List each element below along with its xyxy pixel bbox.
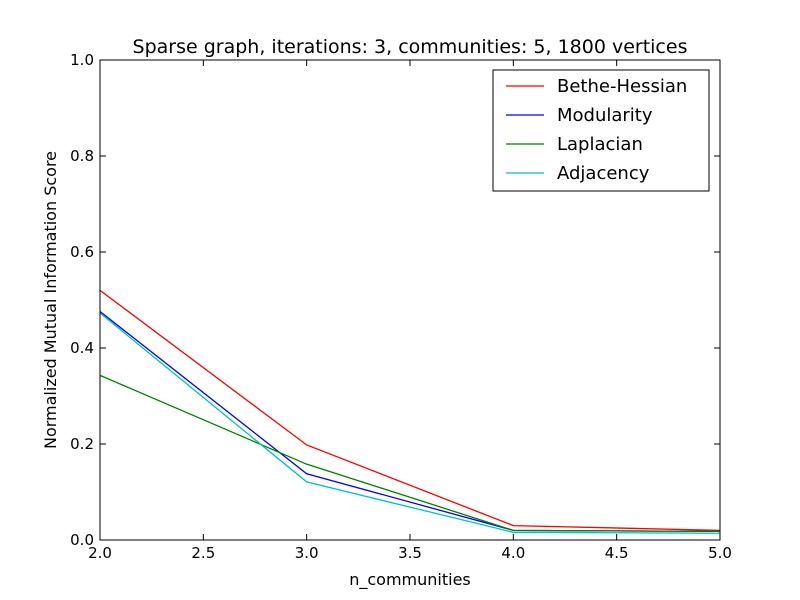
x-tick-label: 5.0: [708, 544, 732, 562]
y-tick-label: 0.2: [70, 435, 94, 453]
x-tick-label: 2.5: [191, 544, 215, 562]
y-tick-label: 0.4: [70, 339, 94, 357]
legend-label-adjacency: Adjacency: [557, 163, 650, 184]
x-tick-label: 4.0: [501, 544, 525, 562]
x-tick-label: 2.0: [88, 544, 112, 562]
y-axis-label: Normalized Mutual Information Score: [41, 151, 60, 449]
legend-label-modularity: Modularity: [557, 105, 653, 126]
series-line-laplacian: [99, 374, 721, 533]
legend-label-bethe-hessian: Bethe-Hessian: [557, 76, 687, 97]
x-tick-label: 3.5: [398, 544, 422, 562]
legend: Bethe-Hessian Modularity Laplacian Adjacenc…: [492, 69, 710, 192]
chart-title: Sparse graph, iterations: 3, communities…: [133, 36, 688, 58]
series-line-adjacency: [99, 312, 721, 534]
x-tick-label: 4.5: [605, 544, 629, 562]
legend-label-laplacian: Laplacian: [557, 134, 643, 155]
legend-frame: [492, 69, 710, 192]
series-line-bethe-hessian: [99, 289, 721, 532]
x-tick-label: 3.0: [295, 544, 319, 562]
plot-area: 2.0 2.5 3.0 3.5 4.0 4.5 5.0 0.0 0.2 0.4 0.6 0.8 1.0: [70, 51, 732, 562]
y-tick-label: 0.8: [70, 147, 94, 165]
y-tick-label: 1.0: [70, 51, 94, 69]
y-tick-label: 0.0: [70, 531, 94, 549]
y-tick-label: 0.6: [70, 243, 94, 261]
x-axis-label: n_communities: [349, 570, 471, 590]
